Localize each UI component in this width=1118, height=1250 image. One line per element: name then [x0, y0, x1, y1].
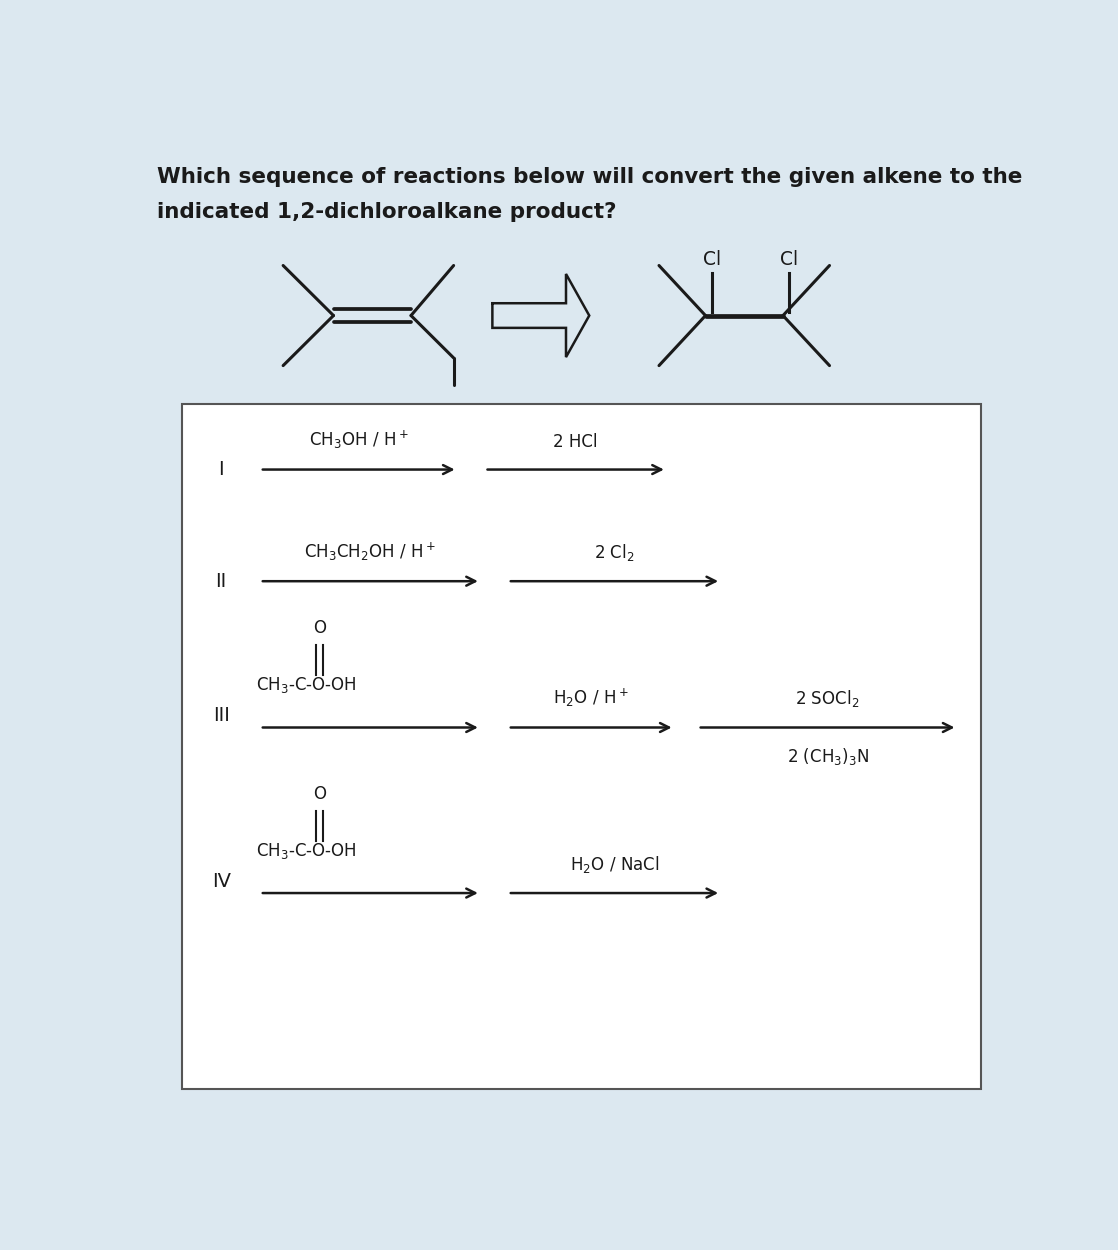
Text: Which sequence of reactions below will convert the given alkene to the: Which sequence of reactions below will c… — [157, 168, 1022, 187]
Text: $\mathregular{2\ (CH_3)_3N}$: $\mathregular{2\ (CH_3)_3N}$ — [787, 746, 869, 768]
Text: Cl: Cl — [780, 250, 798, 269]
Text: IV: IV — [211, 872, 230, 891]
Text: $\mathregular{2\ SOCl_2}$: $\mathregular{2\ SOCl_2}$ — [795, 688, 860, 709]
Text: $\mathregular{CH_3}$-C-O-OH: $\mathregular{CH_3}$-C-O-OH — [256, 841, 357, 861]
Text: $\mathregular{CH_3OH\ /\ H^+}$: $\mathregular{CH_3OH\ /\ H^+}$ — [309, 429, 408, 451]
Text: Cl: Cl — [702, 250, 721, 269]
Text: II: II — [216, 571, 227, 591]
Text: I: I — [218, 460, 224, 479]
Text: indicated 1,2-dichloroalkane product?: indicated 1,2-dichloroalkane product? — [157, 202, 616, 222]
Text: $\mathregular{H_2O\ /\ H^+}$: $\mathregular{H_2O\ /\ H^+}$ — [553, 686, 629, 709]
FancyBboxPatch shape — [182, 404, 980, 1090]
Text: $\mathregular{H_2O\ /\ NaCl}$: $\mathregular{H_2O\ /\ NaCl}$ — [570, 854, 660, 875]
Text: O: O — [313, 785, 326, 802]
Text: III: III — [212, 706, 229, 725]
Text: $\mathregular{CH_3}$-C-O-OH: $\mathregular{CH_3}$-C-O-OH — [256, 675, 357, 695]
Text: $\mathregular{2\ Cl_2}$: $\mathregular{2\ Cl_2}$ — [594, 541, 635, 562]
Text: O: O — [313, 620, 326, 638]
Text: 2 HCl: 2 HCl — [553, 432, 598, 451]
Text: $\mathregular{CH_3CH_2OH\ /\ H^+}$: $\mathregular{CH_3CH_2OH\ /\ H^+}$ — [304, 540, 436, 562]
